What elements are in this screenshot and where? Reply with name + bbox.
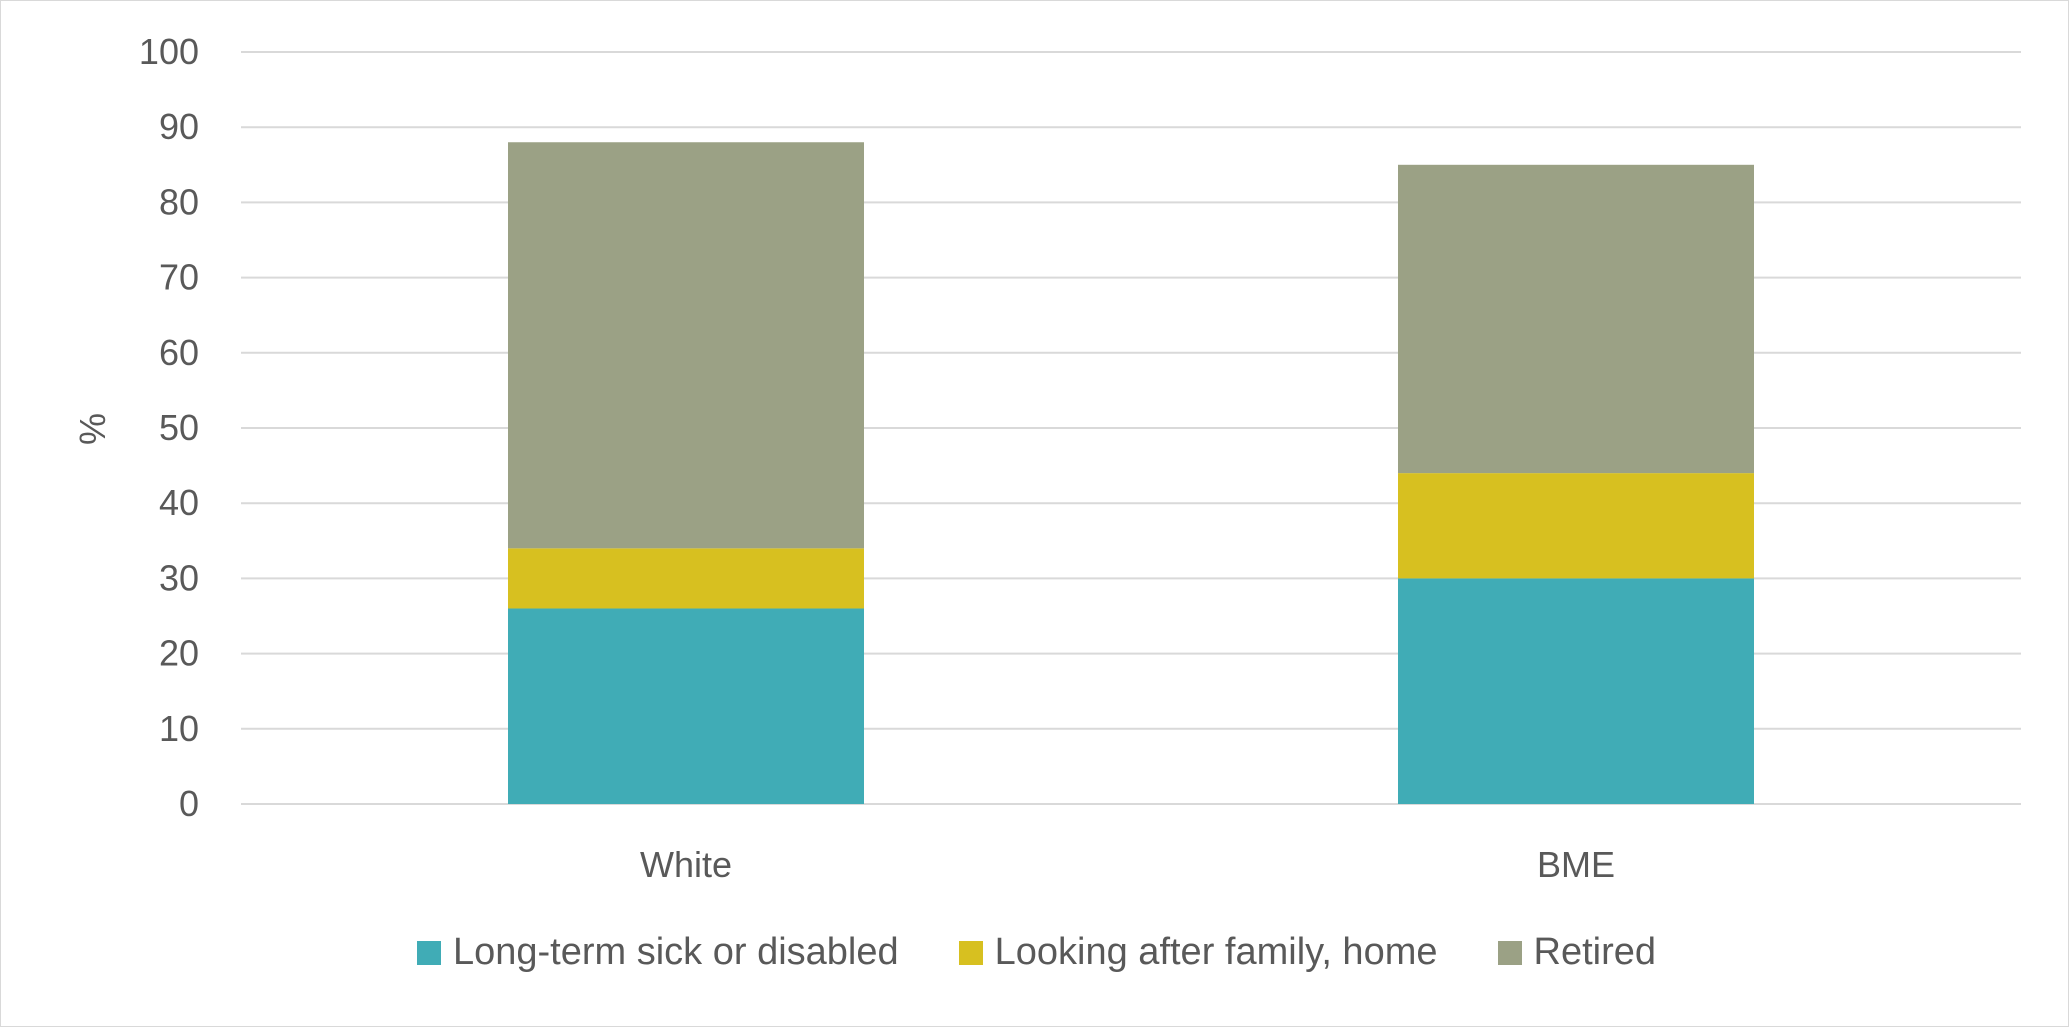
legend-item: Retired bbox=[1497, 931, 1657, 974]
legend-label: Long-term sick or disabled bbox=[452, 931, 899, 973]
y-tick-label: 40 bbox=[159, 482, 199, 523]
y-tick-label: 100 bbox=[139, 31, 199, 72]
legend-item: Looking after family, home bbox=[958, 931, 1438, 974]
bar-segment-white-0 bbox=[508, 608, 864, 804]
y-tick-label: 30 bbox=[159, 557, 199, 598]
legend-label: Looking after family, home bbox=[994, 931, 1438, 973]
y-tick-label: 60 bbox=[159, 332, 199, 373]
legend-label: Retired bbox=[1533, 931, 1657, 973]
y-tick-label: 90 bbox=[159, 106, 199, 147]
y-tick-label: 20 bbox=[159, 633, 199, 674]
bar-segment-white-2 bbox=[508, 142, 864, 549]
legend: Long-term sick or disabled Looking after … bbox=[1, 931, 2071, 974]
y-axis-tick-labels: 0 10 20 30 40 50 60 70 80 90 100 bbox=[139, 31, 199, 824]
y-tick-label: 50 bbox=[159, 407, 199, 448]
legend-swatch bbox=[416, 940, 441, 965]
legend-swatch bbox=[958, 940, 983, 965]
bars bbox=[508, 142, 1754, 804]
bar-segment-bme-1 bbox=[1398, 473, 1754, 579]
bar-segment-bme-0 bbox=[1398, 578, 1754, 804]
legend-swatch bbox=[1497, 940, 1522, 965]
bar-segment-bme-2 bbox=[1398, 164, 1754, 474]
legend-item: Long-term sick or disabled bbox=[416, 931, 899, 974]
y-tick-label: 0 bbox=[179, 783, 199, 824]
x-tick-label: White bbox=[640, 844, 732, 885]
bar-segment-white-1 bbox=[508, 548, 864, 609]
x-axis-tick-labels: White BME bbox=[640, 844, 1615, 885]
y-tick-label: 10 bbox=[159, 708, 199, 749]
y-tick-label: 70 bbox=[159, 257, 199, 298]
y-tick-label: 80 bbox=[159, 181, 199, 222]
y-axis-title: % bbox=[72, 413, 113, 445]
x-tick-label: BME bbox=[1537, 844, 1615, 885]
